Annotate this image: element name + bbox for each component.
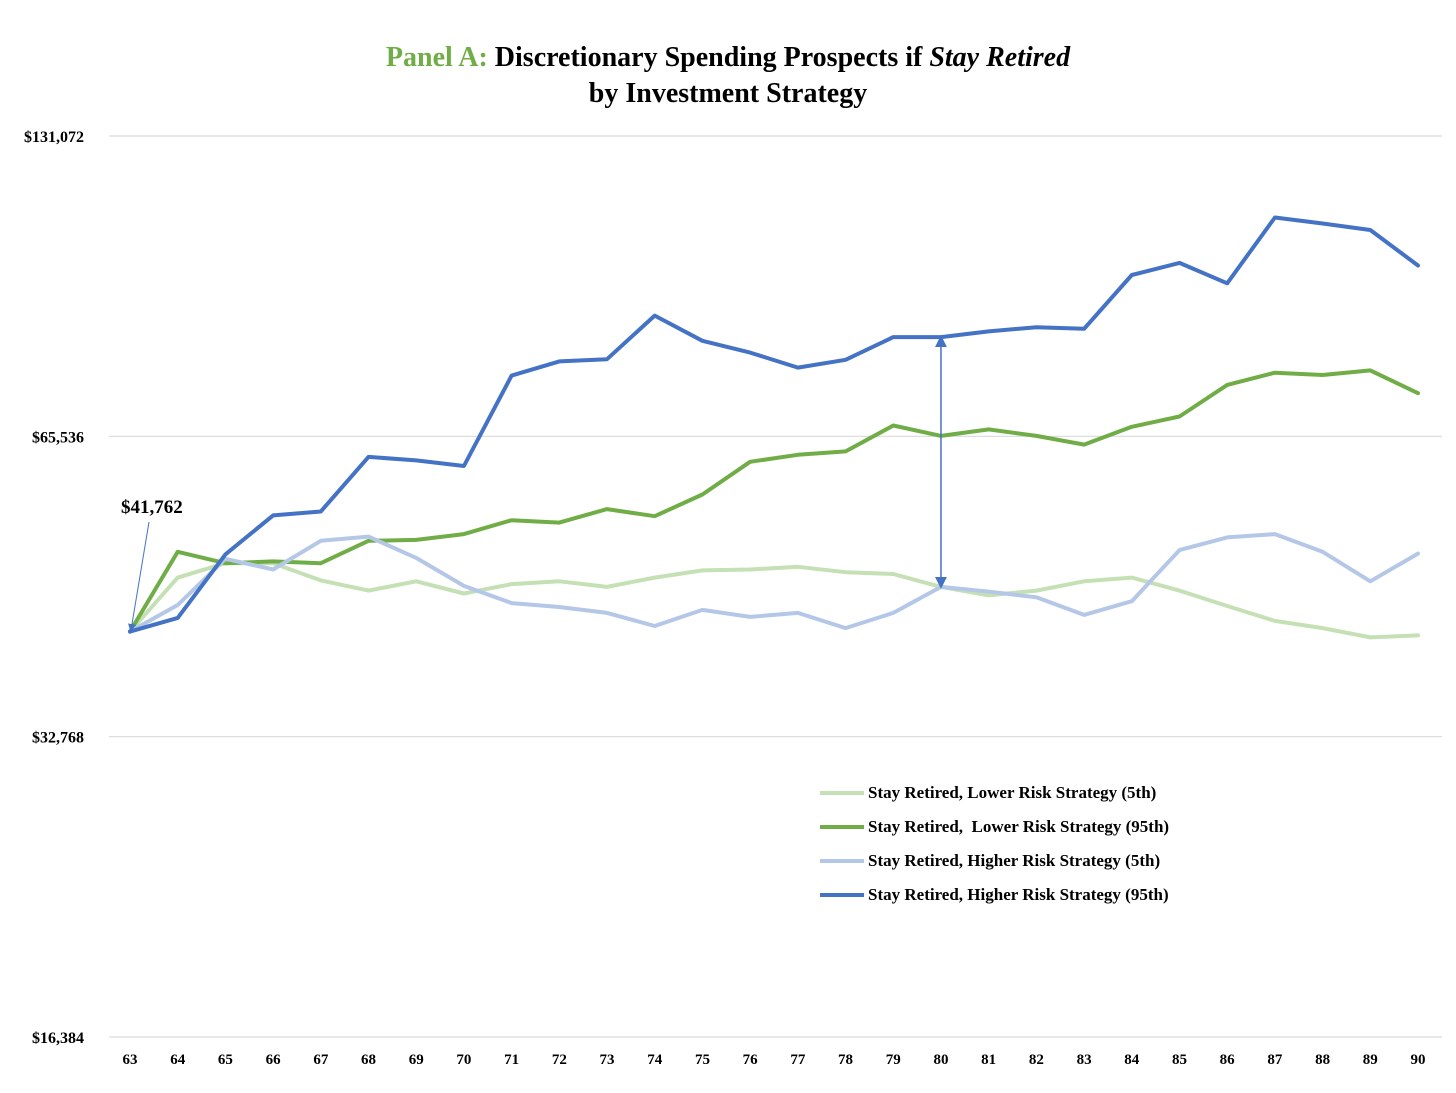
series-line-1 — [128, 561, 1420, 640]
series-line-3 — [128, 532, 1420, 634]
x-tick-label: 89 — [1363, 1052, 1378, 1068]
legend-swatch — [820, 859, 864, 863]
legend-item: Stay Retired, Higher Risk Strategy (5th) — [820, 844, 1169, 878]
legend-label: Stay Retired, Lower Risk Strategy (5th) — [868, 783, 1157, 802]
legend-label: Stay Retired, Higher Risk Strategy (95th… — [868, 885, 1169, 904]
y-tick-label: $131,072 — [24, 129, 84, 146]
panel-label: Panel A: — [385, 42, 488, 73]
legend-swatch — [820, 893, 864, 897]
legend-label: Stay Retired, Higher Risk Strategy (5th) — [868, 851, 1161, 870]
x-tick-label: 65 — [218, 1052, 233, 1068]
legend-swatch — [820, 791, 864, 795]
x-tick-label: 83 — [1077, 1052, 1092, 1068]
series-line-4 — [128, 215, 1420, 634]
x-tick-label: 68 — [361, 1052, 376, 1068]
x-tick-label: 67 — [313, 1052, 329, 1068]
x-tick-label: 79 — [886, 1052, 901, 1068]
chart-title-line-1: Panel A: Discretionary Spending Prospect… — [0, 42, 1456, 74]
x-tick-label: 71 — [504, 1052, 519, 1068]
title-text: Discretionary Spending Prospects if — [487, 42, 930, 73]
chart-title-line-2: by Investment Strategy — [588, 78, 868, 109]
start-value-annotation: $41,762 — [121, 497, 183, 518]
x-tick-label: 80 — [933, 1052, 948, 1068]
series-line-2 — [128, 368, 1420, 634]
x-tick-label: 76 — [743, 1052, 759, 1068]
start-value-arrow — [128, 521, 150, 632]
x-tick-label: 74 — [647, 1052, 663, 1068]
x-tick-label: 77 — [790, 1052, 806, 1068]
legend: Stay Retired, Lower Risk Strategy (5th) S… — [820, 776, 1169, 912]
x-tick-label: 88 — [1315, 1052, 1330, 1068]
y-tick-label: $16,384 — [32, 1030, 84, 1047]
x-tick-label: 64 — [170, 1052, 186, 1068]
x-tick-label: 72 — [552, 1052, 567, 1068]
x-tick-label: 87 — [1267, 1052, 1283, 1068]
x-tick-label: 70 — [456, 1052, 471, 1068]
x-tick-label: 66 — [266, 1052, 282, 1068]
title-italic-text: Stay Retired — [929, 42, 1071, 73]
legend-item: Stay Retired, Lower Risk Strategy (5th) — [820, 776, 1169, 810]
x-tick-label: 81 — [981, 1052, 996, 1068]
x-tick-label: 69 — [409, 1052, 424, 1068]
y-tick-label: $65,536 — [32, 429, 84, 446]
y-tick-label: $32,768 — [32, 730, 84, 747]
legend-label: Stay Retired, Lower Risk Strategy (95th) — [868, 817, 1170, 836]
x-tick-label: 75 — [695, 1052, 710, 1068]
legend-swatch — [820, 825, 864, 829]
legend-item: Stay Retired, Higher Risk Strategy (95th… — [820, 878, 1169, 912]
x-tick-label: 82 — [1029, 1052, 1044, 1068]
x-tick-label: 85 — [1172, 1052, 1187, 1068]
x-tick-label: 78 — [838, 1052, 853, 1068]
x-tick-label: 73 — [600, 1052, 615, 1068]
x-tick-label: 63 — [123, 1052, 138, 1068]
legend-item: Stay Retired, Lower Risk Strategy (95th) — [820, 810, 1169, 844]
x-tick-label: 86 — [1220, 1052, 1236, 1068]
x-tick-label: 84 — [1124, 1052, 1140, 1068]
x-tick-label: 90 — [1411, 1052, 1426, 1068]
